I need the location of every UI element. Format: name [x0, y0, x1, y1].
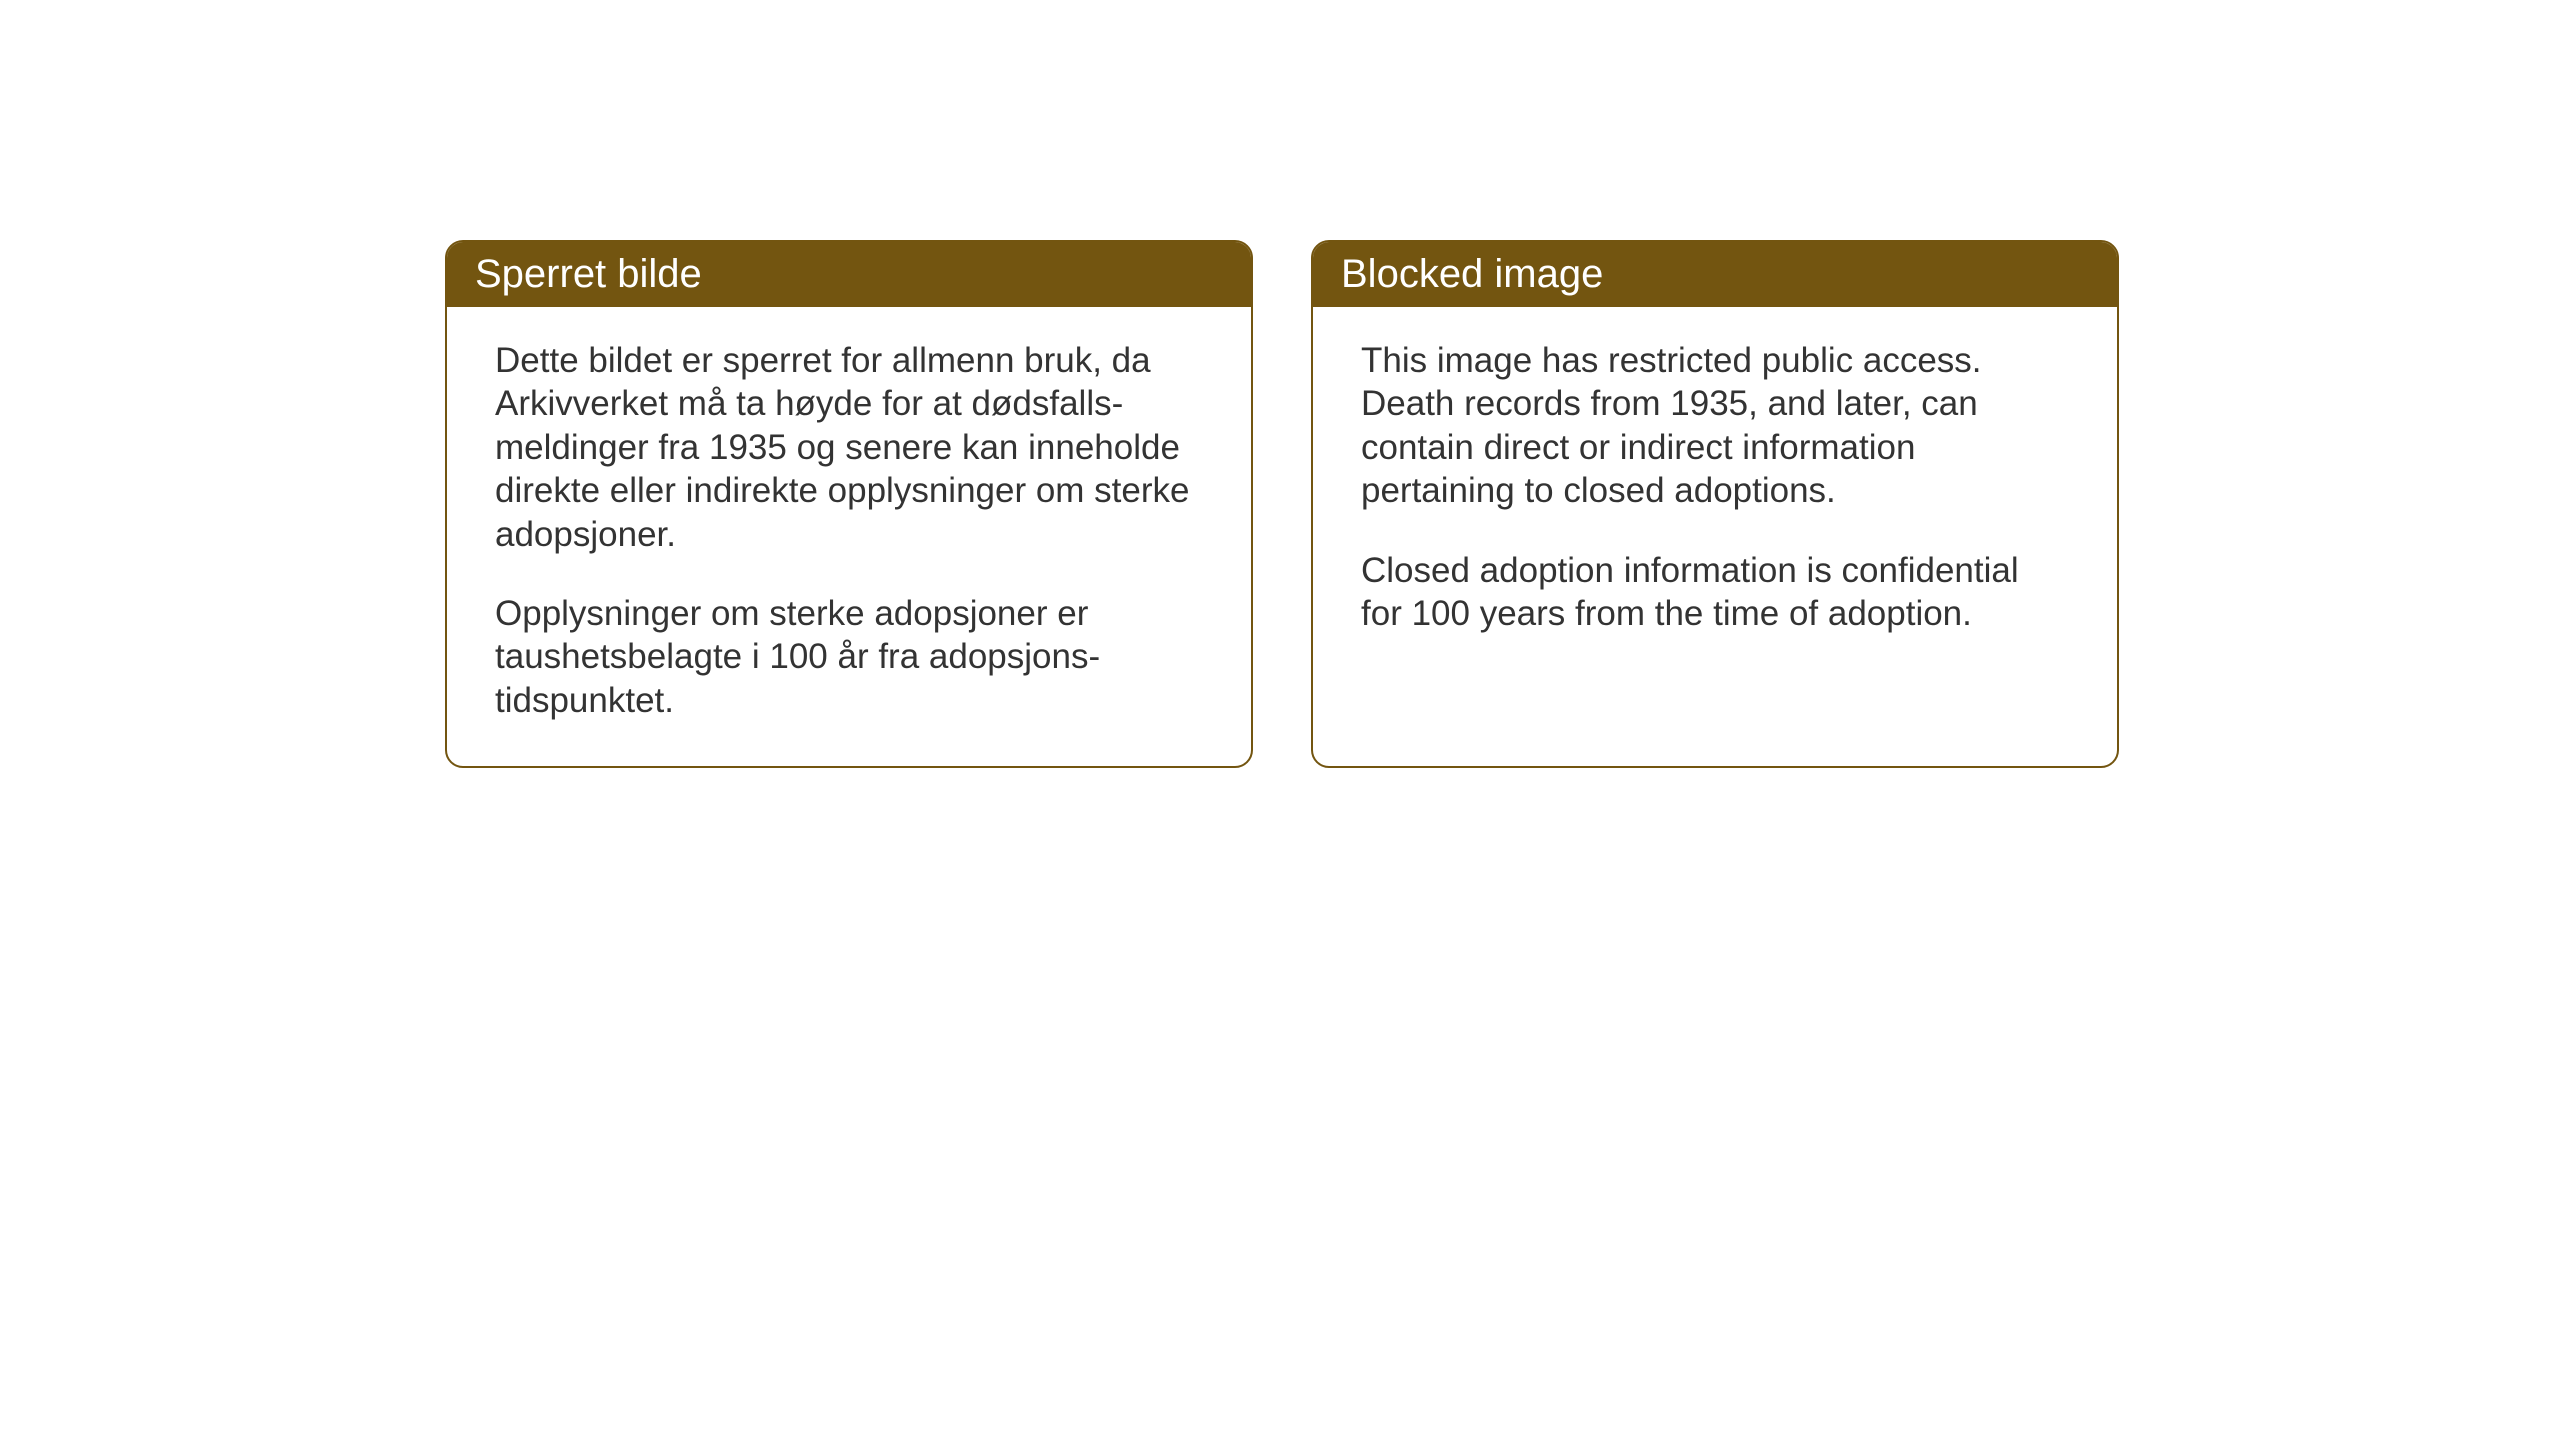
english-card-title: Blocked image	[1313, 242, 2117, 307]
norwegian-paragraph-2: Opplysninger om sterke adopsjoner er tau…	[495, 592, 1203, 722]
norwegian-card-body: Dette bildet er sperret for allmenn bruk…	[447, 307, 1251, 766]
english-paragraph-2: Closed adoption information is confident…	[1361, 549, 2069, 636]
english-paragraph-1: This image has restricted public access.…	[1361, 339, 2069, 513]
notice-container: Sperret bilde Dette bildet er sperret fo…	[445, 240, 2119, 768]
norwegian-card-title: Sperret bilde	[447, 242, 1251, 307]
norwegian-notice-card: Sperret bilde Dette bildet er sperret fo…	[445, 240, 1253, 768]
english-notice-card: Blocked image This image has restricted …	[1311, 240, 2119, 768]
english-card-body: This image has restricted public access.…	[1313, 307, 2117, 679]
norwegian-paragraph-1: Dette bildet er sperret for allmenn bruk…	[495, 339, 1203, 556]
